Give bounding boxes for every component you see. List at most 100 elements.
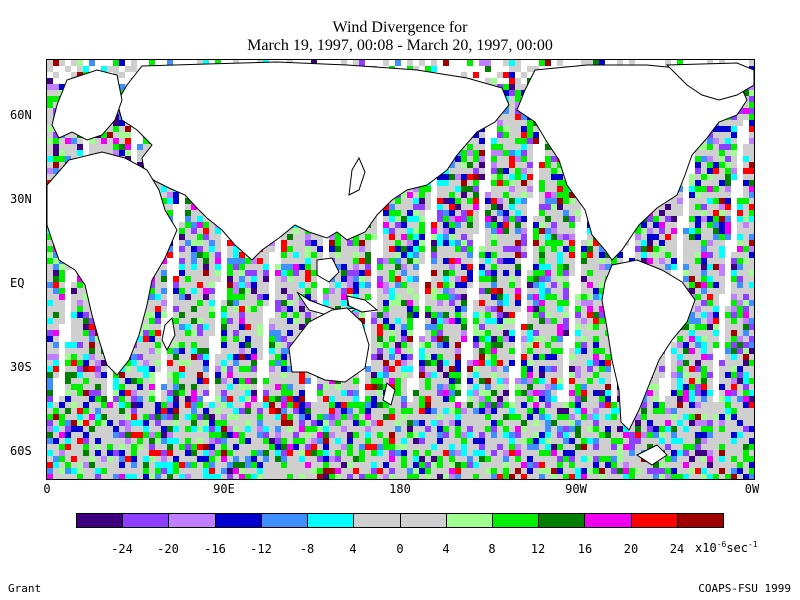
- divergence-cell: [743, 180, 749, 186]
- divergence-cell: [77, 354, 83, 360]
- divergence-cell: [503, 132, 509, 138]
- divergence-cell: [377, 306, 383, 312]
- divergence-cell: [533, 246, 539, 252]
- divergence-cell: [329, 300, 335, 306]
- divergence-cell: [563, 216, 569, 222]
- divergence-cell: [701, 282, 707, 288]
- divergence-cell: [419, 222, 425, 228]
- divergence-cell: [65, 144, 71, 150]
- divergence-cell: [383, 330, 389, 336]
- divergence-cell: [563, 306, 569, 312]
- divergence-cell: [257, 276, 263, 282]
- divergence-cell: [47, 144, 53, 150]
- divergence-cell: [701, 240, 707, 246]
- divergence-cell: [143, 354, 149, 360]
- divergence-cell: [365, 252, 371, 258]
- divergence-cell: [473, 162, 479, 168]
- divergence-cell: [197, 264, 203, 270]
- divergence-cell: [71, 282, 77, 288]
- divergence-cell: [443, 60, 449, 66]
- divergence-cell: [185, 252, 191, 258]
- divergence-cell: [203, 318, 209, 324]
- divergence-cell: [245, 282, 251, 288]
- divergence-cell: [497, 348, 503, 354]
- divergence-cell: [527, 324, 533, 330]
- divergence-cell: [497, 282, 503, 288]
- divergence-cell: [467, 282, 473, 288]
- divergence-cell: [587, 306, 593, 312]
- divergence-cell: [587, 300, 593, 306]
- divergence-cell: [479, 264, 485, 270]
- divergence-cell: [497, 276, 503, 282]
- divergence-cell: [407, 210, 413, 216]
- divergence-cell: [215, 246, 221, 252]
- divergence-cell: [203, 270, 209, 276]
- divergence-cell: [551, 276, 557, 282]
- divergence-cell: [419, 198, 425, 204]
- divergence-cell: [467, 198, 473, 204]
- divergence-cell: [119, 72, 125, 78]
- divergence-cell: [551, 180, 557, 186]
- divergence-cell: [185, 282, 191, 288]
- divergence-cell: [257, 324, 263, 330]
- divergence-cell: [293, 312, 299, 318]
- divergence-cell: [533, 300, 539, 306]
- divergence-cell: [227, 246, 233, 252]
- divergence-cell: [185, 222, 191, 228]
- divergence-cell: [353, 270, 359, 276]
- divergence-cell: [533, 264, 539, 270]
- divergence-cell: [155, 270, 161, 276]
- divergence-cell: [371, 222, 377, 228]
- divergence-cell: [263, 288, 269, 294]
- divergence-cell: [341, 252, 347, 258]
- divergence-cell: [725, 318, 731, 324]
- divergence-cell: [425, 312, 431, 318]
- divergence-cell: [689, 318, 695, 324]
- divergence-cell: [239, 264, 245, 270]
- divergence-cell: [707, 300, 713, 306]
- divergence-cell: [479, 276, 485, 282]
- divergence-cell: [455, 276, 461, 282]
- divergence-cell: [581, 360, 587, 366]
- divergence-cell: [401, 318, 407, 324]
- divergence-cell: [467, 276, 473, 282]
- divergence-cell: [437, 186, 443, 192]
- divergence-cell: [551, 234, 557, 240]
- divergence-cell: [545, 216, 551, 222]
- divergence-cell: [521, 324, 527, 330]
- divergence-cell: [389, 270, 395, 276]
- divergence-cell: [725, 204, 731, 210]
- divergence-cell: [335, 282, 341, 288]
- divergence-cell: [689, 186, 695, 192]
- divergence-cell: [467, 228, 473, 234]
- divergence-cell: [173, 348, 179, 354]
- divergence-cell: [179, 360, 185, 366]
- divergence-cell: [527, 330, 533, 336]
- divergence-cell: [389, 198, 395, 204]
- divergence-cell: [227, 288, 233, 294]
- divergence-cell: [587, 264, 593, 270]
- divergence-cell: [233, 270, 239, 276]
- divergence-cell: [521, 234, 527, 240]
- divergence-cell: [533, 132, 539, 138]
- divergence-cell: [695, 204, 701, 210]
- divergence-cell: [581, 300, 587, 306]
- divergence-cell: [389, 318, 395, 324]
- divergence-cell: [299, 252, 305, 258]
- divergence-cell: [647, 228, 653, 234]
- divergence-cell: [431, 330, 437, 336]
- divergence-cell: [209, 228, 215, 234]
- divergence-cell: [581, 240, 587, 246]
- divergence-cell: [701, 186, 707, 192]
- divergence-cell: [473, 306, 479, 312]
- divergence-cell: [455, 324, 461, 330]
- divergence-cell: [83, 360, 89, 366]
- divergence-cell: [317, 240, 323, 246]
- divergence-cell: [89, 360, 95, 366]
- divergence-cell: [749, 252, 754, 258]
- divergence-cell: [749, 150, 754, 156]
- divergence-cell: [695, 180, 701, 186]
- divergence-cell: [335, 252, 341, 258]
- divergence-cell: [305, 288, 311, 294]
- divergence-cell: [521, 336, 527, 342]
